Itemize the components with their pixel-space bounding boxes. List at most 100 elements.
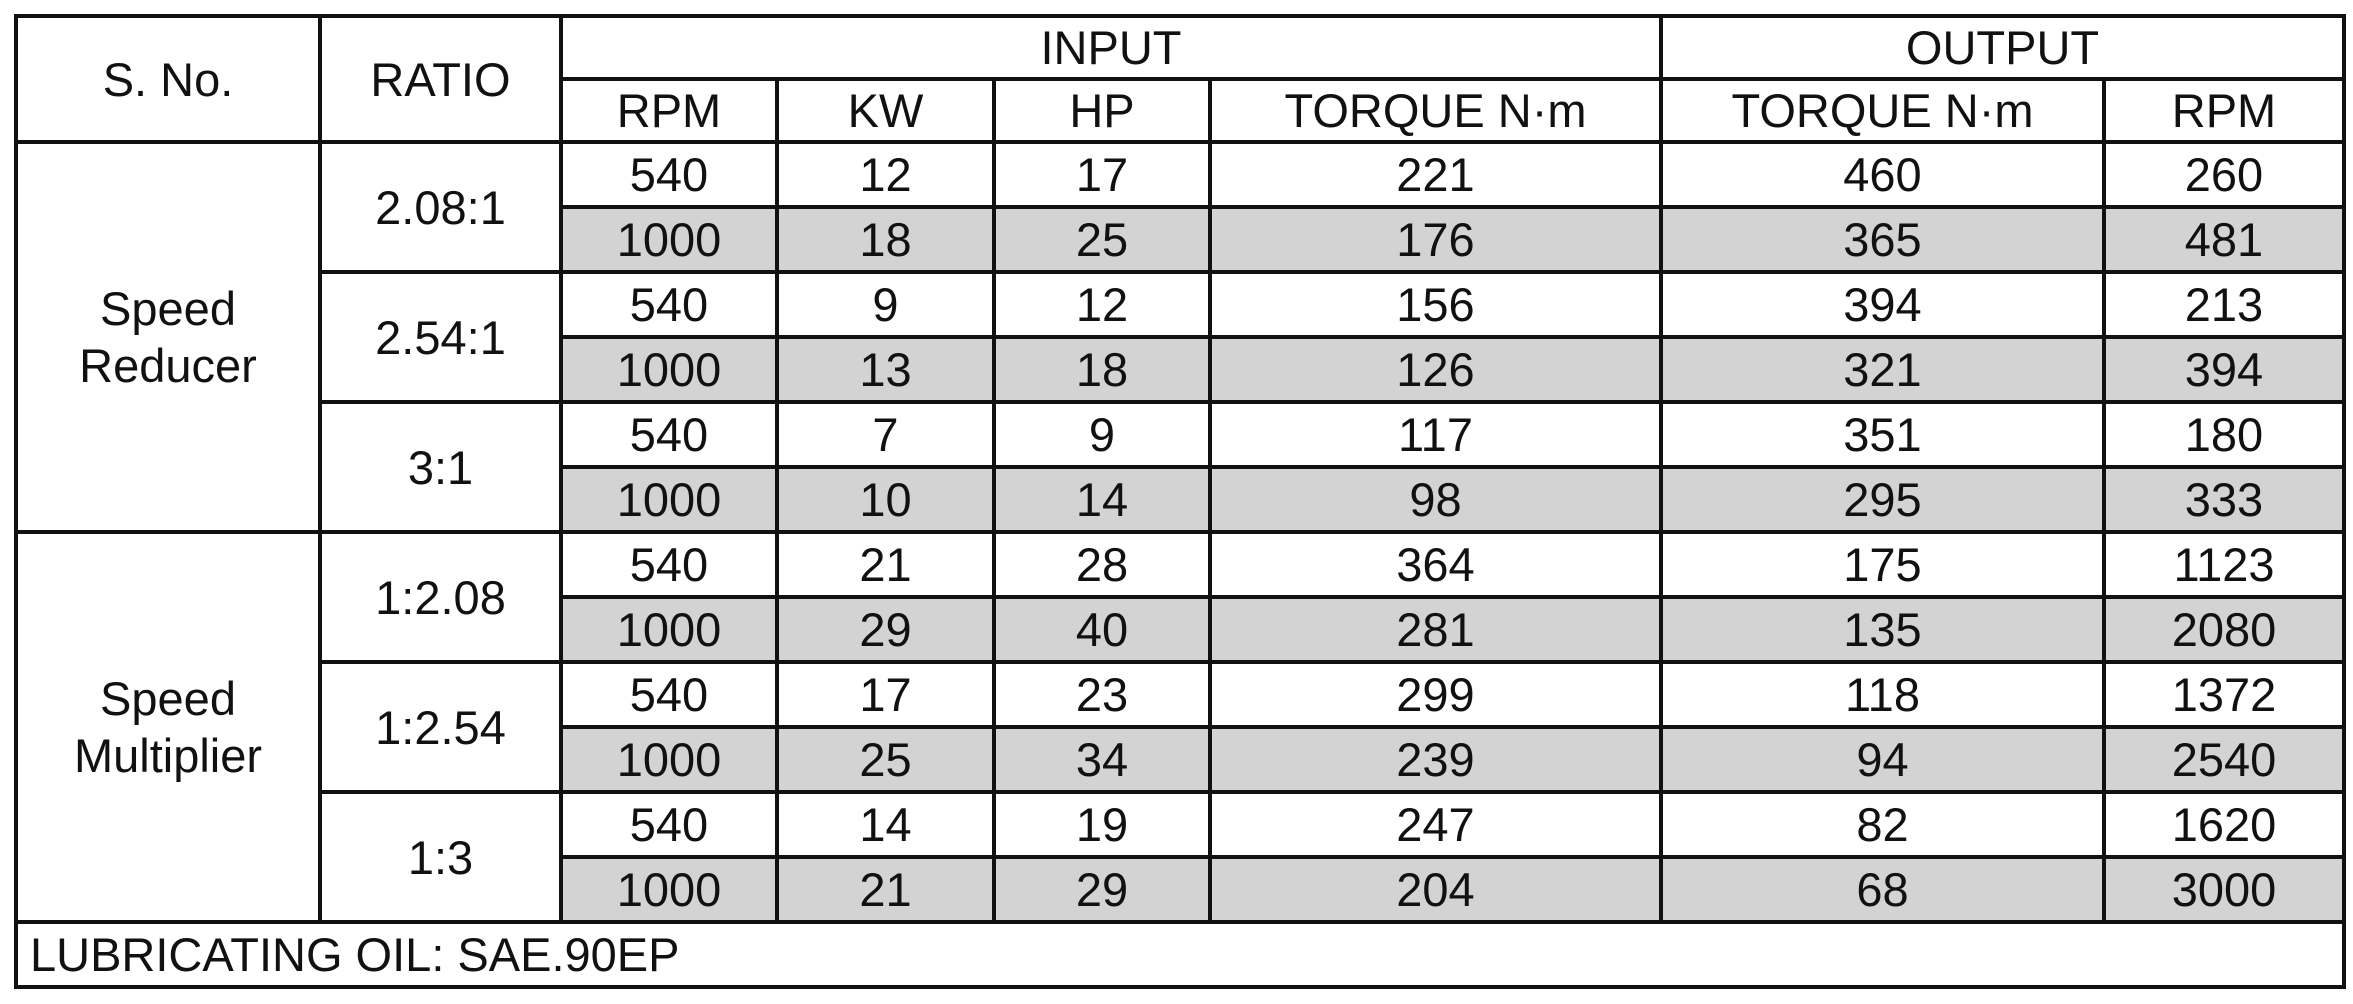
output-torque-cell: 295 — [1659, 465, 2106, 534]
ratio-cell: 3:1 — [318, 400, 563, 534]
input-rpm-cell: 540 — [559, 790, 779, 859]
ratio-cell: 2.54:1 — [318, 270, 563, 404]
input-hp-cell: 34 — [992, 725, 1212, 794]
input-kw-cell: 14 — [775, 790, 996, 859]
input-kw-cell: 7 — [775, 400, 996, 469]
input-torque-cell: 204 — [1208, 855, 1663, 924]
table-row: 1000 13 18 126 321 394 — [16, 335, 2346, 404]
output-rpm-cell: 213 — [2102, 270, 2346, 339]
input-torque-cell: 156 — [1208, 270, 1663, 339]
output-rpm-cell: 2540 — [2102, 725, 2346, 794]
input-kw-cell: 13 — [775, 335, 996, 404]
group-name-cell: Speed Reducer — [14, 140, 322, 534]
table-row: 2.54:1 540 9 12 156 394 213 — [16, 270, 2346, 404]
input-rpm-cell: 1000 — [559, 465, 779, 534]
header-input-rpm: RPM — [559, 77, 779, 144]
input-kw-cell: 25 — [775, 725, 996, 794]
table-row: 1000 29 40 281 135 2080 — [16, 595, 2346, 664]
input-hp-cell: 9 — [992, 400, 1212, 469]
input-rpm-cell: 540 — [559, 140, 779, 209]
output-torque-cell: 135 — [1659, 595, 2106, 664]
input-kw-cell: 17 — [775, 660, 996, 729]
input-rpm-cell: 540 — [559, 400, 779, 469]
input-hp-cell: 19 — [992, 790, 1212, 859]
output-torque-cell: 394 — [1659, 270, 2106, 339]
output-rpm-cell: 180 — [2102, 400, 2346, 469]
output-torque-cell: 365 — [1659, 205, 2106, 274]
header-input-torque: TORQUE N·m — [1208, 77, 1663, 144]
input-kw-cell: 21 — [775, 530, 996, 599]
input-rpm-cell: 1000 — [559, 335, 779, 404]
ratio-cell: 2.08:1 — [318, 140, 563, 274]
ratio-cell: 1:2.08 — [318, 530, 563, 664]
input-torque-cell: 126 — [1208, 335, 1663, 404]
group-name-cell: Speed Multiplier — [14, 530, 322, 924]
input-torque-cell: 221 — [1208, 140, 1663, 209]
output-rpm-cell: 333 — [2102, 465, 2346, 534]
output-rpm-cell: 1123 — [2102, 530, 2346, 599]
output-torque-cell: 94 — [1659, 725, 2106, 794]
output-torque-cell: 68 — [1659, 855, 2106, 924]
input-kw-cell: 9 — [775, 270, 996, 339]
input-kw-cell: 12 — [775, 140, 996, 209]
group-name-line2: Reducer — [79, 339, 257, 392]
input-kw-cell: 18 — [775, 205, 996, 274]
input-torque-cell: 247 — [1208, 790, 1663, 859]
output-torque-cell: 351 — [1659, 400, 2106, 469]
input-hp-cell: 28 — [992, 530, 1212, 599]
header-ratio: RATIO — [318, 14, 563, 144]
header-output-rpm: RPM — [2102, 77, 2346, 144]
input-rpm-cell: 1000 — [559, 725, 779, 794]
input-hp-cell: 12 — [992, 270, 1212, 339]
output-rpm-cell: 3000 — [2102, 855, 2346, 924]
header-input: INPUT — [559, 14, 1663, 81]
table-row: 1:3 540 14 19 247 82 1620 — [16, 790, 2346, 924]
input-kw-cell: 21 — [775, 855, 996, 924]
input-hp-cell: 25 — [992, 205, 1212, 274]
output-rpm-cell: 481 — [2102, 205, 2346, 274]
input-rpm-cell: 540 — [559, 530, 779, 599]
ratio-cell: 1:2.54 — [318, 660, 563, 794]
spec-table-container: S. No. RATIO INPUT OUTPUT RPM KW HP TORQ… — [14, 14, 2346, 989]
output-torque-cell: 82 — [1659, 790, 2106, 859]
input-torque-cell: 176 — [1208, 205, 1663, 274]
group-name-line1: Speed — [100, 671, 236, 725]
input-kw-cell: 29 — [775, 595, 996, 664]
header-output: OUTPUT — [1659, 14, 2346, 81]
output-rpm-cell: 394 — [2102, 335, 2346, 404]
output-torque-cell: 321 — [1659, 335, 2106, 404]
table-body: Speed Reducer 2.08:1 540 12 17 221 460 260 1000 18… — [14, 140, 2346, 924]
input-rpm-cell: 1000 — [559, 205, 779, 274]
input-hp-cell: 23 — [992, 660, 1212, 729]
table-row: 1000 10 14 98 295 333 — [16, 465, 2346, 534]
table-row: 1:2.54 540 17 23 299 118 1372 — [16, 660, 2346, 794]
table-row: 1000 21 29 204 68 3000 — [16, 855, 2346, 924]
group-name-line1: Speed — [100, 281, 236, 335]
input-torque-cell: 299 — [1208, 660, 1663, 729]
input-torque-cell: 98 — [1208, 465, 1663, 534]
input-rpm-cell: 1000 — [559, 855, 779, 924]
header-input-kw: KW — [775, 77, 996, 144]
table-footer: LUBRICATING OIL: SAE.90EP — [14, 920, 2346, 989]
table-header: S. No. RATIO INPUT OUTPUT RPM KW HP TORQ… — [14, 14, 2346, 144]
ratio-cell: 1:3 — [318, 790, 563, 924]
table-row: Speed Multiplier 1:2.08 540 21 28 364 175 1123 — [14, 530, 2346, 924]
input-torque-cell: 239 — [1208, 725, 1663, 794]
input-torque-cell: 281 — [1208, 595, 1663, 664]
output-rpm-cell: 2080 — [2102, 595, 2346, 664]
input-rpm-cell: 540 — [559, 660, 779, 729]
table-row: 3:1 540 7 9 117 351 180 — [16, 400, 2346, 534]
input-torque-cell: 117 — [1208, 400, 1663, 469]
input-rpm-cell: 540 — [559, 270, 779, 339]
input-hp-cell: 17 — [992, 140, 1212, 209]
table-row: 1000 18 25 176 365 481 — [16, 205, 2346, 274]
input-hp-cell: 18 — [992, 335, 1212, 404]
input-torque-cell: 364 — [1208, 530, 1663, 599]
group-name-line2: Multiplier — [73, 729, 263, 782]
gearbox-spec-table: S. No. RATIO INPUT OUTPUT RPM KW HP TORQ… — [14, 14, 2346, 989]
header-input-hp: HP — [992, 77, 1212, 144]
output-rpm-cell: 1620 — [2102, 790, 2346, 859]
input-hp-cell: 40 — [992, 595, 1212, 664]
input-rpm-cell: 1000 — [559, 595, 779, 664]
table-row: Speed Reducer 2.08:1 540 12 17 221 460 260 — [14, 140, 2346, 534]
